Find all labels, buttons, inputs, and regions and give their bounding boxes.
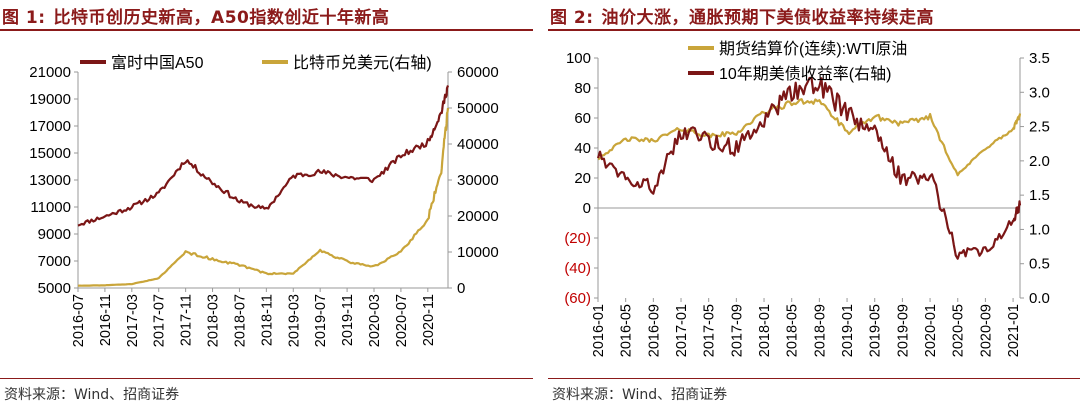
x-tick-label: 2019-03 — [286, 294, 302, 347]
series-line-1 — [77, 85, 450, 227]
source-note-right: 资料来源：Wind、招商证券 — [552, 387, 728, 403]
legend-label-2: 10年期美债收益率(右轴) — [719, 65, 891, 83]
x-tick-label: 2016-07 — [71, 294, 87, 347]
y-tick-label: 0 — [583, 200, 591, 217]
y-tick-label: 60 — [574, 110, 591, 127]
source-note-left: 资料来源：Wind、招商证券 — [4, 387, 180, 403]
x-tick-label: 2018-05 — [785, 304, 801, 357]
y-tick-label: 11000 — [30, 199, 71, 216]
x-tick-label: 2019-09 — [895, 304, 911, 357]
chart-left: 5000 7000 9000 11000 13000 15000 17000 19000 210… — [29, 54, 499, 347]
legend-label-2: 比特币兑美元(右轴) — [293, 54, 432, 72]
title-rule-left — [0, 29, 533, 31]
y2-tick-label: 3.5 — [1029, 50, 1050, 67]
y2-tick-label: 0 — [457, 280, 465, 297]
y2-tick-label: 0.0 — [1029, 290, 1050, 307]
y-tick-label: 19000 — [29, 91, 71, 108]
y2-tick-label: 3.0 — [1029, 84, 1050, 101]
x-tick-label: 2019-07 — [313, 294, 329, 347]
x-tick-label: 2020-09 — [978, 304, 994, 357]
x-tick-label: 2019-11 — [340, 294, 356, 346]
y2-tick-label: 2.5 — [1029, 119, 1050, 136]
y-tick-label: 17000 — [29, 118, 71, 135]
y-tick-label: 21000 — [29, 64, 71, 81]
y-tick-label: (40) — [564, 260, 591, 277]
chart-title-right: 图 2: 油价大涨，通胀预期下美债收益率持续走高 — [550, 3, 934, 28]
y-tick-label: (20) — [564, 230, 591, 247]
x-tick-label: 2020-01 — [923, 304, 939, 357]
y2-tick-label: 10000 — [457, 244, 499, 261]
x-tick-label: 2018-01 — [757, 304, 773, 357]
legend-label-1: 期货结算价(连续):WTI原油 — [719, 39, 907, 58]
y-tick-label: (60) — [564, 290, 591, 307]
x-tick-label: 2019-01 — [840, 304, 856, 357]
chart-title-left: 图 1: 比特币创历史新高，A50指数创近十年新高 — [2, 3, 389, 28]
y-tick-label: 13000 — [29, 172, 71, 189]
y-tick-label: 80 — [574, 80, 591, 97]
series-line-1 — [597, 98, 1022, 177]
y2-tick-label: 0.5 — [1029, 256, 1050, 273]
y2-tick-label: 40000 — [457, 136, 499, 153]
y-tick-label: 5000 — [38, 280, 71, 297]
x-tick-label: 2020-11 — [421, 294, 437, 346]
figure-title-left: 比特币创历史新高，A50指数创近十年新高 — [53, 8, 390, 28]
y2-tick-label: 20000 — [457, 208, 499, 225]
x-tick-label: 2016-05 — [619, 304, 635, 357]
y-tick-label: 40 — [574, 140, 591, 157]
y2-tick-label: 2.0 — [1029, 153, 1050, 170]
legend-label-1: 富时中国A50 — [111, 54, 204, 72]
x-tick-label: 2017-09 — [729, 304, 745, 357]
series-line-2 — [77, 107, 450, 287]
y-tick-label: 20 — [574, 170, 591, 187]
figure-label-left: 图 1: — [2, 8, 46, 28]
x-tick-label: 2018-11 — [259, 294, 275, 346]
source-rule-right — [548, 378, 1080, 379]
figure-title-right: 油价大涨，通胀预期下美债收益率持续走高 — [601, 8, 935, 28]
x-tick-label: 2016-01 — [591, 304, 607, 357]
y-tick-label: 100 — [566, 50, 591, 67]
source-rule-left — [0, 378, 533, 379]
x-tick-label: 2016-11 — [98, 294, 114, 346]
y-tick-label: 15000 — [29, 145, 71, 162]
x-tick-label: 2017-07 — [152, 294, 168, 347]
y2-tick-label: 30000 — [457, 172, 499, 189]
y2-tick-label: 60000 — [457, 64, 499, 81]
chart-panel-left: 图 1: 比特币创历史新高，A50指数创近十年新高 5000 7000 9000 110… — [0, 0, 533, 408]
x-tick-label: 2017-11 — [179, 294, 195, 346]
x-tick-label: 2018-09 — [812, 304, 828, 357]
x-tick-label: 2020-05 — [951, 304, 967, 357]
x-tick-label: 2017-01 — [674, 304, 690, 357]
y2-tick-label: 1.0 — [1029, 221, 1050, 238]
figure-label-right: 图 2: — [550, 8, 594, 28]
y-tick-label: 7000 — [38, 253, 71, 270]
x-tick-label: 2017-03 — [125, 294, 141, 347]
y2-tick-label: 50000 — [457, 100, 499, 117]
x-tick-label: 2016-09 — [646, 304, 662, 357]
x-tick-label: 2020-07 — [394, 294, 410, 347]
chart-panel-right: 图 2: 油价大涨，通胀预期下美债收益率持续走高 (60) (40) (20) 0 20 4… — [548, 0, 1080, 408]
y-tick-label: 9000 — [38, 226, 71, 243]
title-rule-right — [548, 29, 1080, 31]
series-line-2 — [596, 76, 1022, 260]
x-tick-label: 2017-05 — [702, 304, 718, 357]
x-tick-label: 2018-07 — [232, 294, 248, 347]
x-tick-label: 2018-03 — [206, 294, 222, 347]
chart-right: (60) (40) (20) 0 20 40 60 80 100 0.0 0.5 1.0 1.5 2.0 2… — [564, 39, 1050, 357]
x-tick-label: 2021-01 — [1006, 304, 1022, 357]
x-tick-label: 2019-05 — [868, 304, 884, 357]
y2-tick-label: 1.5 — [1029, 187, 1050, 204]
x-tick-label: 2020-03 — [367, 294, 383, 347]
